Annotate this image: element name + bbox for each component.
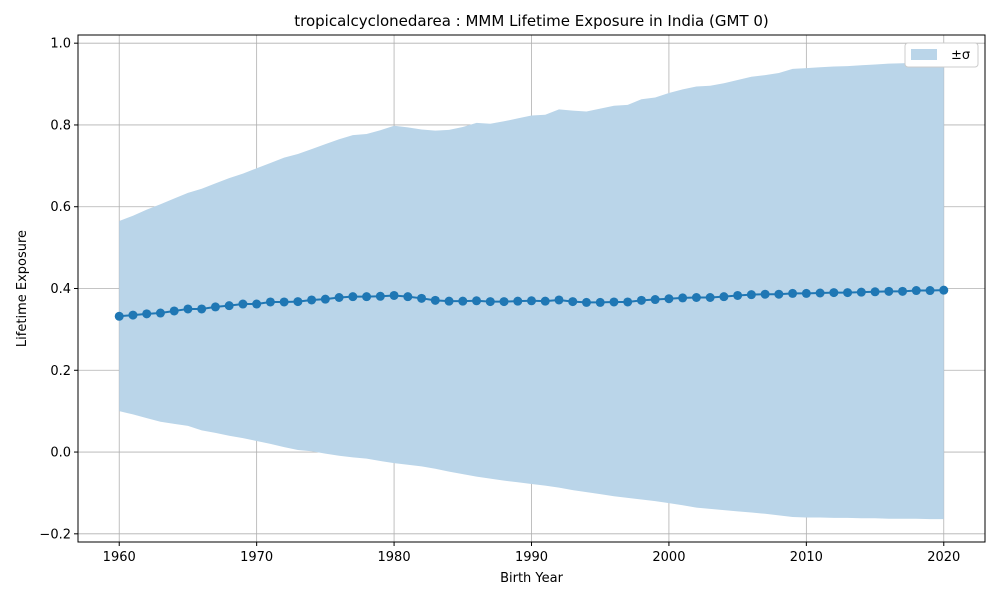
data-point [636, 295, 646, 305]
data-point [760, 289, 770, 299]
x-tick-label: 1960 [103, 550, 136, 565]
data-point [568, 297, 578, 307]
data-point [252, 299, 262, 309]
y-tick-label: 0.8 [50, 118, 71, 133]
data-point [939, 285, 949, 295]
data-point [678, 293, 688, 303]
data-point [513, 296, 523, 306]
data-point [540, 296, 550, 306]
data-point [334, 292, 344, 302]
y-tick-label: −0.2 [39, 527, 71, 542]
data-point [801, 288, 811, 298]
data-point [705, 292, 715, 302]
y-tick-label: 0.4 [50, 282, 71, 297]
data-point [430, 295, 440, 305]
y-tick-label: 0.6 [50, 200, 71, 215]
data-point [664, 294, 674, 304]
data-point [623, 297, 633, 307]
data-point [788, 288, 798, 298]
data-point [898, 286, 908, 296]
data-point [472, 296, 482, 306]
sigma-band [119, 61, 944, 520]
data-point [128, 310, 138, 320]
data-point [362, 292, 372, 302]
data-point [224, 301, 234, 311]
data-point [320, 294, 330, 304]
data-point [650, 295, 660, 305]
data-point [595, 297, 605, 307]
data-point [183, 304, 193, 314]
data-point [746, 290, 756, 300]
data-point [458, 296, 468, 306]
data-point [733, 290, 743, 300]
data-point [691, 292, 701, 302]
legend-swatch [911, 49, 937, 60]
data-point [870, 287, 880, 297]
legend: ±σ [904, 42, 979, 68]
data-point [719, 292, 729, 302]
data-point [581, 297, 591, 307]
data-point [485, 297, 495, 307]
y-tick-label: 1.0 [50, 37, 71, 52]
data-point [843, 288, 853, 298]
data-point [815, 288, 825, 298]
data-point [925, 286, 935, 296]
data-point [197, 304, 207, 314]
data-point [389, 290, 399, 300]
data-point [155, 308, 165, 318]
mean-points [114, 285, 949, 321]
y-tick-label: 0.0 [50, 446, 71, 461]
data-point [238, 299, 248, 309]
data-point [884, 286, 894, 296]
data-point [527, 296, 536, 306]
data-point [856, 287, 866, 297]
data-point [293, 297, 303, 307]
y-tick-label: 0.2 [50, 364, 71, 379]
x-tick-label: 2000 [652, 550, 685, 565]
data-point [265, 297, 275, 307]
data-point [609, 297, 619, 307]
data-point [444, 296, 454, 306]
data-point [279, 297, 289, 307]
chart-title: tropicalcyclonedarea : MMM Lifetime Expo… [294, 12, 768, 30]
data-point [142, 309, 152, 319]
data-point [114, 311, 124, 321]
x-tick-label: 1970 [240, 550, 273, 565]
x-tick-label: 2020 [927, 550, 960, 565]
data-point [554, 295, 564, 305]
data-point [403, 292, 413, 302]
x-axis-label: Birth Year [500, 571, 564, 586]
data-point [375, 291, 385, 301]
x-tick-label: 1980 [378, 550, 411, 565]
legend-label: ±σ [951, 48, 970, 63]
x-tick-label: 1990 [515, 550, 548, 565]
data-point [307, 295, 317, 305]
x-tick-label: 2010 [790, 550, 823, 565]
data-point [210, 302, 220, 312]
data-point [169, 306, 179, 316]
y-axis-label: Lifetime Exposure [15, 230, 30, 347]
data-point [348, 292, 358, 302]
data-point [499, 297, 509, 307]
data-point [829, 288, 839, 298]
data-point [774, 289, 784, 299]
data-point [417, 293, 427, 303]
data-point [911, 286, 921, 296]
axis-ticks: 1960 1970 1980 1990 2000 2010 2020 −0.2 0.0 0.2 0.… [39, 37, 960, 565]
